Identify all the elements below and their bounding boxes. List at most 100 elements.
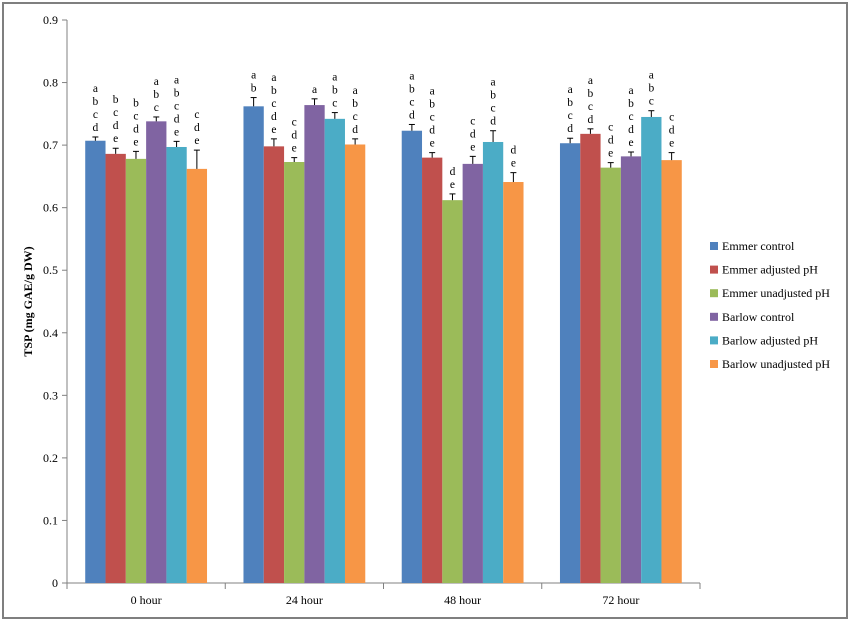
significance-letter: c [588,101,593,113]
significance-letter: e [194,135,199,147]
significance-letter: d [409,109,415,121]
significance-letter: d [567,123,573,135]
significance-letter: a [93,83,98,95]
significance-letter: e [174,126,179,138]
significance-letter: c [154,102,159,114]
significance-letter: b [567,97,573,109]
bar [344,144,366,584]
significance-letter: d [511,145,517,157]
significance-letter: c [491,103,496,115]
bar [600,167,621,583]
significance-letter: a [174,74,179,86]
bar [105,153,126,583]
significance-letter: c [174,100,179,112]
legend-label: Barlow adjusted pH [722,333,818,347]
significance-letter: d [470,128,476,140]
significance-letter: b [332,85,338,97]
significance-letter: c [113,107,118,119]
legend-label: Emmer unadjusted pH [722,286,830,300]
bar [401,130,423,583]
significance-letter: c [608,122,613,134]
significance-letter: a [332,72,337,84]
significance-letter: e [608,148,613,160]
bar [462,163,483,583]
significance-letter: b [429,99,435,111]
x-tick-label: 24 hour [286,593,323,607]
bar [186,168,208,584]
significance-letter: c [430,112,435,124]
significance-letter: e [450,179,455,191]
significance-letter: c [568,110,573,122]
significance-letter: c [470,115,475,127]
legend-label: Emmer adjusted pH [722,263,818,277]
y-tick-label: 0.2 [43,451,58,465]
significance-letter: b [93,96,99,108]
bar [284,162,305,584]
significance-letter: b [271,85,277,97]
legend-label: Emmer control [722,239,795,253]
significance-letter: d [291,130,297,142]
significance-letter: d [93,122,99,134]
significance-letter: a [312,84,317,96]
significance-letter: a [628,85,633,97]
significance-letter: c [194,109,199,121]
bar [620,156,642,584]
x-tick-label: 48 hour [444,593,481,607]
y-tick-label: 0.4 [43,326,58,340]
significance-letter: e [133,136,138,148]
significance-letter: a [430,86,435,98]
y-tick-label: 0.3 [43,388,58,402]
significance-letter: b [490,90,496,102]
significance-letter: a [154,76,159,88]
significance-letter: c [628,111,633,123]
significance-letter: d [271,111,277,123]
bar [166,146,187,583]
significance-letter: c [93,109,98,121]
significance-letter: e [628,137,633,149]
significance-letter: c [292,117,297,129]
legend-label: Barlow control [722,310,795,324]
significance-letter: b [174,87,180,99]
bar [661,160,682,583]
y-axis-title: TSP (mg GAE/g DW) [21,246,35,356]
bar [85,140,106,583]
significance-letter: e [292,143,297,155]
significance-letter: b [409,83,415,95]
significance-letter: a [271,72,276,84]
x-tick-label: 72 hour [602,593,639,607]
significance-letter: e [271,124,276,136]
significance-letter: d [588,114,594,126]
significance-letter: d [490,116,496,128]
legend-swatch [710,242,718,250]
significance-letter: a [251,70,256,82]
significance-letter: b [588,88,594,100]
bar [482,141,504,583]
bar [125,158,147,583]
y-tick-label: 0.6 [43,201,58,215]
significance-letter: c [133,110,138,122]
y-tick-label: 0.1 [43,513,58,527]
bar [641,116,662,583]
legend-swatch [710,289,718,298]
bar [580,133,601,583]
legend-swatch [710,360,718,368]
significance-letter: c [669,112,674,124]
y-tick-label: 0 [52,576,58,590]
y-tick-label: 0.8 [43,76,58,90]
significance-letter: b [113,94,119,106]
bar [559,143,581,584]
significance-letter: d [352,124,358,136]
bar [442,200,463,583]
significance-letter: b [251,83,257,95]
significance-letter: b [153,89,159,101]
significance-letter: c [649,96,654,108]
significance-letter: b [352,98,358,110]
bar [304,105,325,583]
significance-letter: c [409,96,414,108]
significance-letter: d [628,124,634,136]
significance-letter: a [491,77,496,89]
y-tick-label: 0.9 [43,13,58,27]
significance-letter: e [470,141,475,153]
significance-letter: b [628,98,634,110]
significance-letter: d [450,166,456,178]
